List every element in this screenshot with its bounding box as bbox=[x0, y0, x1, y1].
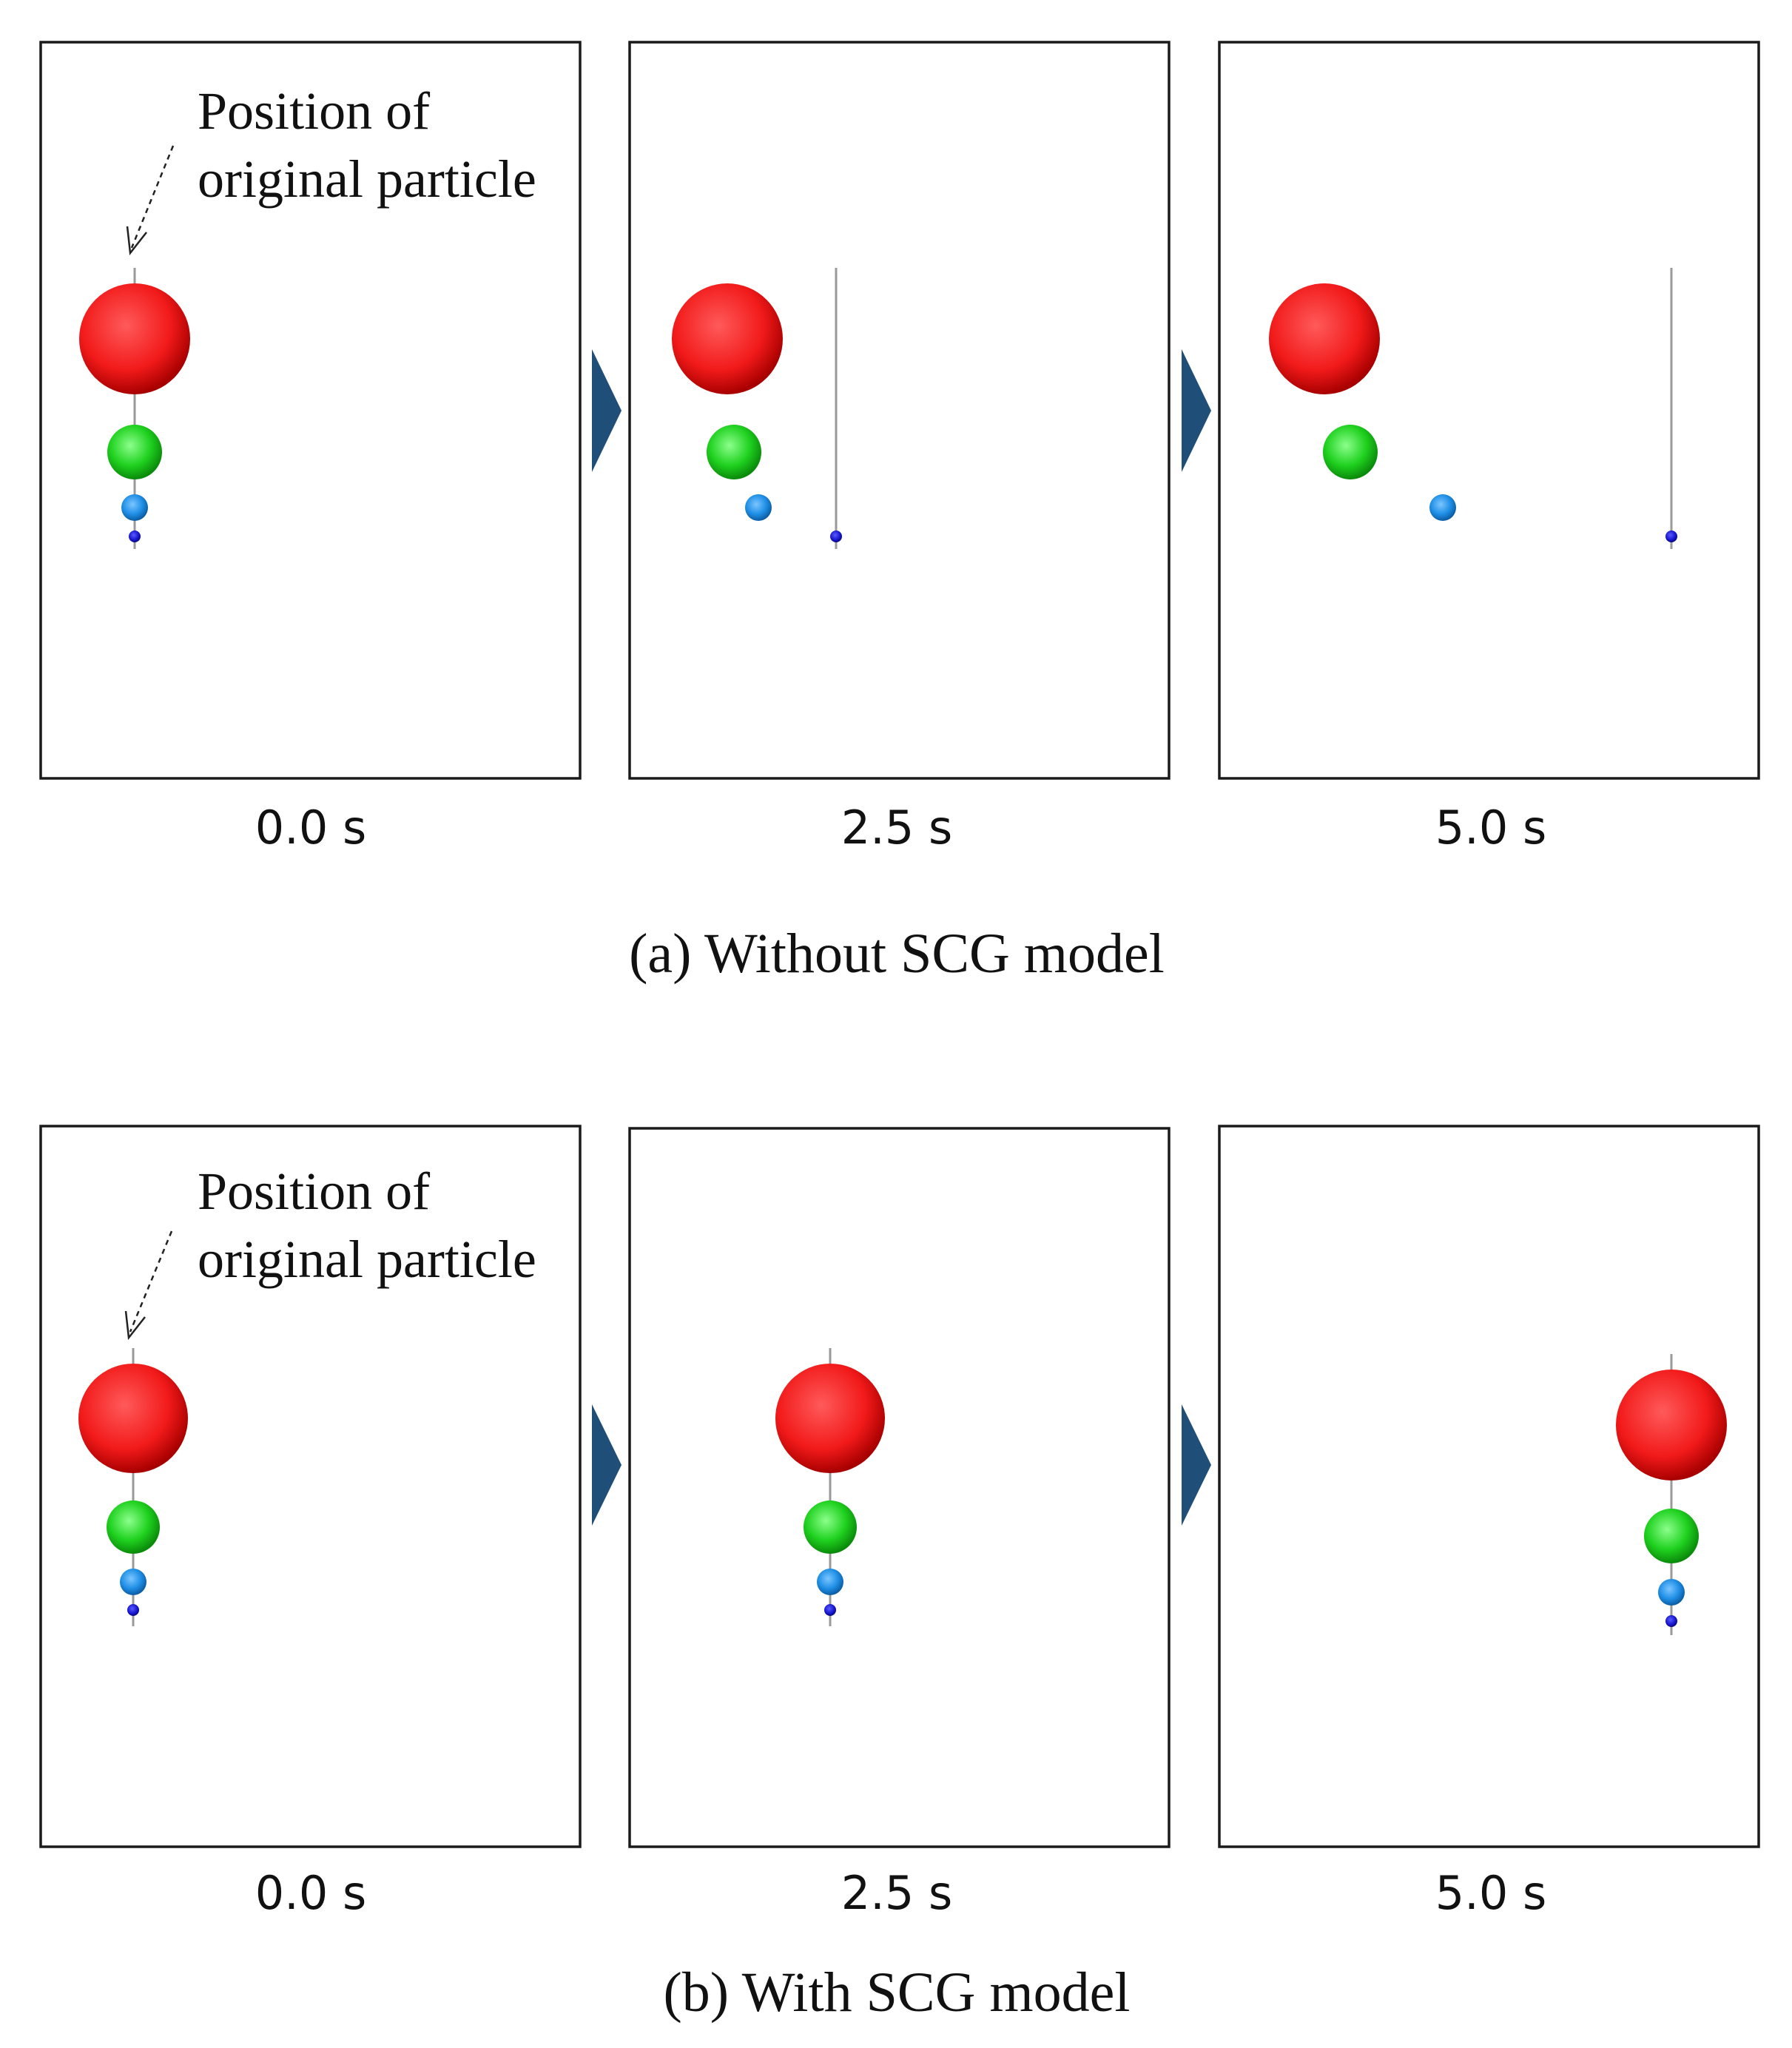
red-particle bbox=[1616, 1370, 1727, 1481]
light-blue-particle bbox=[1429, 494, 1456, 521]
red-particle bbox=[79, 283, 190, 394]
frame-b-2 bbox=[628, 1127, 1170, 1848]
next-step-arrow bbox=[1182, 1404, 1211, 1526]
light-blue-particle bbox=[121, 494, 148, 521]
green-particle bbox=[107, 1500, 160, 1554]
light-blue-particle bbox=[120, 1569, 146, 1595]
next-step-arrow bbox=[592, 349, 622, 472]
dark-blue-particle bbox=[1665, 1615, 1677, 1627]
next-step-arrow bbox=[1182, 349, 1211, 472]
time-label-b-1: 0.0 s bbox=[255, 1866, 367, 1920]
annotation-leader bbox=[129, 1230, 173, 1333]
row-a: Position of original particle 0.0 s 2.5 … bbox=[39, 41, 1760, 985]
frame-a-3 bbox=[1218, 41, 1760, 780]
green-particle bbox=[1323, 425, 1378, 479]
red-particle bbox=[1269, 283, 1380, 394]
time-label-b-3: 5.0 s bbox=[1435, 1866, 1547, 1920]
annotation-arrowhead bbox=[126, 226, 147, 256]
annotation-line1: Position of bbox=[198, 1162, 430, 1221]
row-b: Position of original particle 0.0 s 2.5 … bbox=[39, 1125, 1760, 2024]
next-step-arrow bbox=[592, 1404, 622, 1526]
light-blue-particle bbox=[1658, 1579, 1685, 1606]
red-particle bbox=[775, 1364, 885, 1473]
green-particle bbox=[707, 425, 761, 479]
time-label-a-1: 0.0 s bbox=[255, 801, 367, 855]
green-particle bbox=[1644, 1509, 1699, 1563]
dark-blue-particle bbox=[129, 530, 141, 542]
frame-b-3 bbox=[1218, 1125, 1760, 1848]
dark-blue-particle bbox=[824, 1604, 836, 1616]
dark-blue-particle bbox=[1665, 530, 1677, 542]
annotation-arrowhead bbox=[124, 1310, 146, 1341]
annotation-line2: original particle bbox=[198, 149, 536, 209]
light-blue-particle bbox=[817, 1569, 843, 1595]
annotation-line2: original particle bbox=[198, 1230, 536, 1289]
frame-a-1 bbox=[39, 41, 582, 780]
dark-blue-particle bbox=[127, 1604, 139, 1616]
green-particle bbox=[804, 1500, 857, 1554]
caption-a: (a) Without SCG model bbox=[629, 923, 1165, 985]
light-blue-particle bbox=[745, 494, 772, 521]
red-particle bbox=[78, 1364, 188, 1473]
frame-b-1 bbox=[39, 1125, 582, 1848]
dark-blue-particle bbox=[830, 530, 842, 542]
annotation-line1: Position of bbox=[198, 81, 430, 141]
green-particle bbox=[107, 425, 162, 479]
time-label-b-2: 2.5 s bbox=[841, 1866, 953, 1920]
red-particle bbox=[672, 283, 783, 394]
time-label-a-3: 5.0 s bbox=[1435, 801, 1547, 855]
frame-a-2 bbox=[628, 41, 1170, 780]
time-label-a-2: 2.5 s bbox=[841, 801, 953, 855]
caption-b: (b) With SCG model bbox=[664, 1961, 1131, 2024]
